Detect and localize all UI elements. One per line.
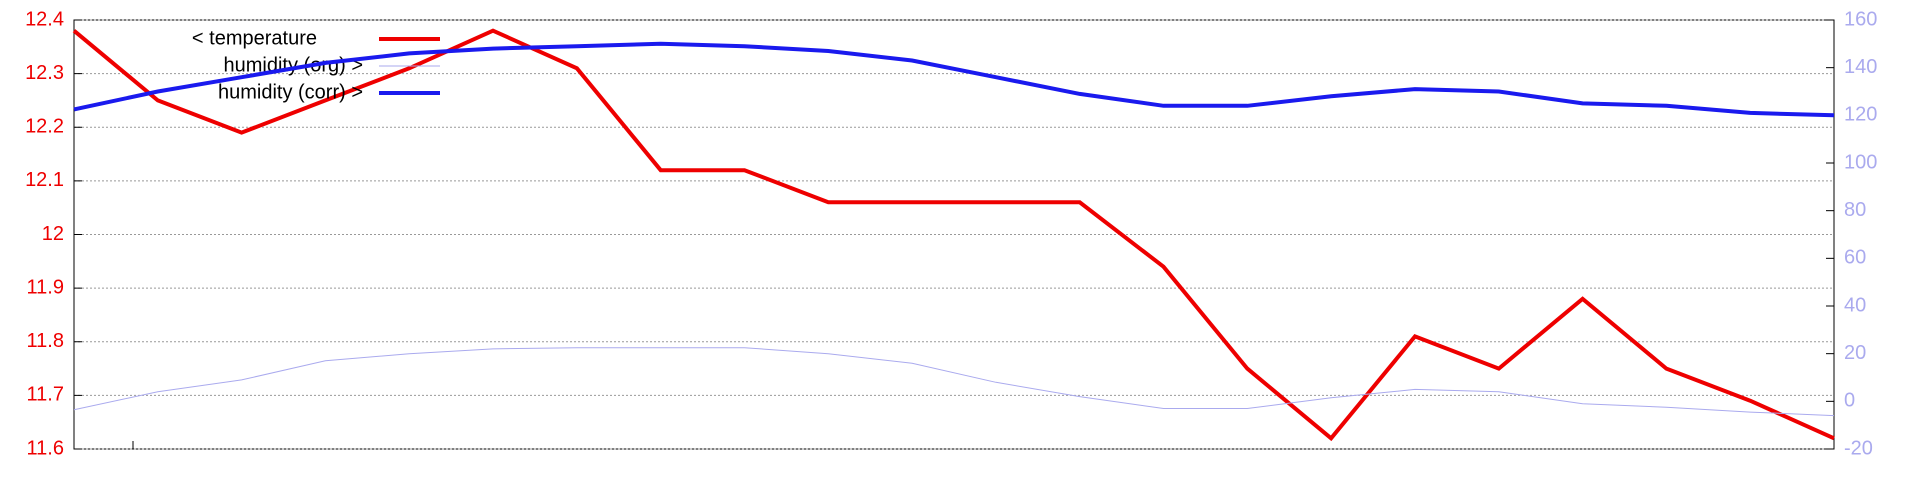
y2-tick-label: 100 (1844, 151, 1877, 173)
y-tick-label: 11.6 (27, 437, 64, 459)
y2-tick-label: 160 (1844, 8, 1877, 30)
y2-tick-label: 80 (1844, 199, 1866, 221)
series-line (73, 347, 1835, 417)
y2-tick-label: 20 (1844, 342, 1866, 364)
legend-label: humidity (corr) > (218, 81, 363, 103)
y-tick-label: 11.7 (27, 384, 64, 406)
y-tick-label: 12.2 (25, 116, 64, 138)
series-line (72, 28, 1835, 442)
y-tick-label: 12 (42, 223, 64, 245)
y2-tick-label: 40 (1844, 294, 1866, 316)
series-line (73, 41, 1835, 118)
y-tick-label: 12.1 (25, 169, 64, 191)
y2-tick-label: 140 (1844, 56, 1877, 78)
y-tick-label: 11.9 (27, 276, 64, 298)
y2-tick-label: 0 (1844, 390, 1855, 412)
y-tick-label: 11.8 (27, 330, 64, 352)
y2-tick-label: 120 (1844, 104, 1877, 126)
y-tick-label: 12.4 (25, 8, 64, 30)
legend-label: < temperature (192, 27, 317, 49)
y2-tick-label: -20 (1844, 437, 1873, 459)
y2-tick-label: 60 (1844, 247, 1866, 269)
y-tick-label: 12.3 (25, 62, 64, 84)
legend-label: humidity (org) > (224, 54, 364, 76)
